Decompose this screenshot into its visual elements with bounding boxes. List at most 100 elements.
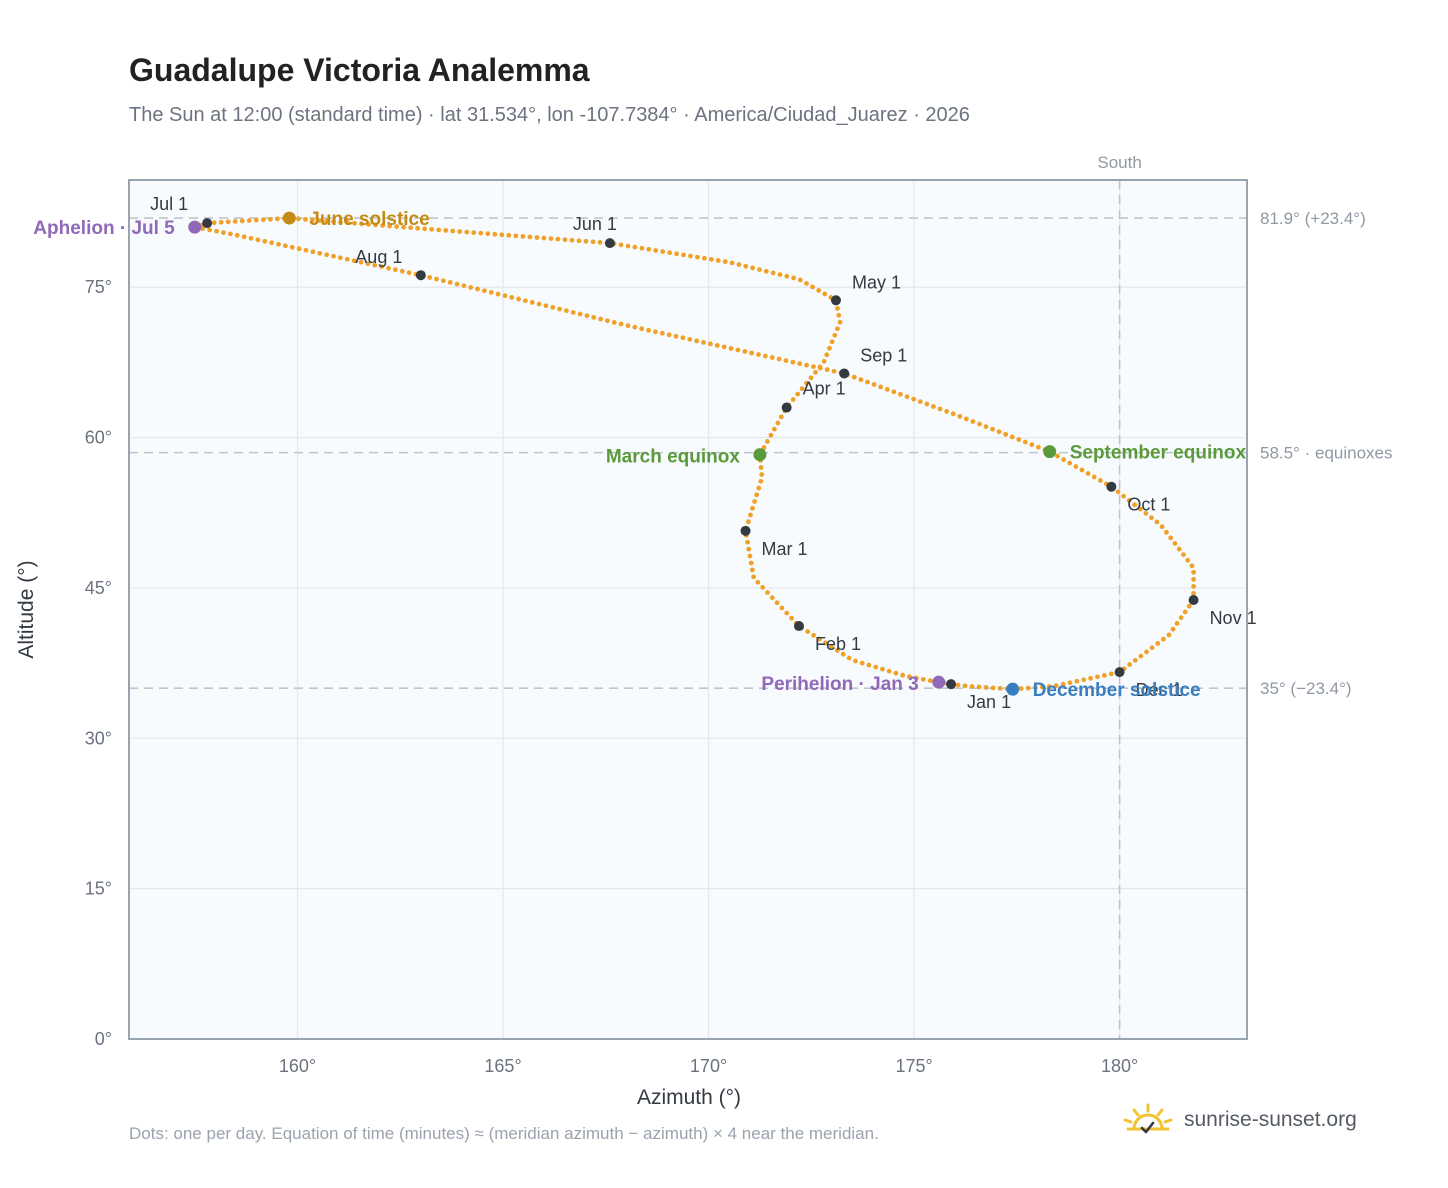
daily-dot (625, 323, 631, 329)
event-label: June solstice (309, 209, 429, 230)
daily-dot (957, 413, 963, 419)
daily-dot (303, 216, 308, 222)
y-tick-label: 15° (85, 879, 112, 899)
daily-dot (1016, 437, 1022, 442)
daily-dot (262, 238, 268, 244)
daily-dot (790, 359, 796, 365)
daily-dot (443, 228, 449, 233)
daily-dot (836, 312, 842, 318)
daily-dot (1159, 524, 1165, 530)
daily-dot (816, 288, 822, 293)
daily-dot (1143, 510, 1149, 516)
daily-dot (434, 276, 439, 282)
daily-dot (866, 662, 872, 668)
daily-dot (569, 237, 575, 243)
daily-dot (492, 231, 498, 237)
daily-dot (673, 333, 679, 339)
daily-dot (468, 284, 474, 290)
brand[interactable]: sunrise-sunset.org (1120, 1102, 1357, 1138)
daily-dot (835, 326, 840, 332)
daily-dot (976, 684, 982, 690)
daily-dot (618, 242, 624, 248)
daily-dot (576, 238, 582, 244)
daily-dot (506, 232, 512, 238)
daily-dot (775, 420, 781, 426)
daily-dot (983, 685, 989, 690)
y-tick-label: 0° (95, 1029, 112, 1049)
daily-dot (1032, 685, 1038, 690)
daily-dot (990, 685, 996, 691)
reference-line-label: 35° (−23.4°) (1260, 679, 1352, 698)
x-axis-label: Azimuth (°) (637, 1086, 741, 1109)
daily-dot (1185, 557, 1191, 563)
daily-dot (784, 610, 790, 616)
daily-dot (799, 386, 805, 392)
daily-dot (769, 355, 775, 360)
daily-dot (520, 234, 526, 239)
daily-dot (771, 426, 777, 432)
daily-dot (331, 253, 336, 259)
daily-dot (808, 375, 814, 381)
event-marker (1043, 445, 1057, 459)
daily-dot (450, 228, 456, 234)
daily-dot (746, 546, 752, 552)
daily-dot (674, 251, 679, 257)
daily-dot (1079, 467, 1085, 473)
x-tick-label: 160° (279, 1056, 316, 1076)
daily-dot (255, 237, 261, 243)
daily-dot (963, 416, 969, 422)
daily-dot (536, 301, 542, 307)
daily-dot (1138, 653, 1144, 659)
month-marker (793, 621, 804, 632)
daily-dot (555, 236, 561, 242)
daily-dot (276, 241, 281, 247)
month-marker (1106, 481, 1117, 492)
daily-dot (770, 270, 776, 276)
daily-dot (1191, 584, 1196, 589)
daily-dot (527, 234, 533, 240)
daily-dot (768, 432, 774, 438)
daily-dot (529, 299, 535, 305)
daily-dot (778, 414, 784, 420)
daily-dot (351, 258, 357, 264)
y-tick-label: 60° (85, 428, 112, 448)
daily-dot (797, 277, 803, 283)
daily-dot (950, 411, 956, 417)
daily-dot (824, 367, 830, 373)
daily-dot (440, 278, 446, 284)
month-label: May 1 (852, 272, 901, 292)
daily-dot (750, 265, 756, 271)
daily-dot (1149, 515, 1154, 521)
daily-dot (659, 330, 665, 336)
daily-dot (722, 259, 728, 264)
daily-dot (880, 666, 885, 672)
plot-area (129, 180, 1247, 1039)
daily-dot (475, 286, 480, 292)
daily-dot (748, 560, 754, 566)
daily-dot (749, 567, 755, 573)
plot-frame (128, 179, 1248, 1040)
daily-dot (917, 399, 923, 405)
daily-dot (1126, 498, 1132, 503)
daily-dot (590, 239, 596, 245)
daily-dot (324, 252, 330, 258)
daily-dot (1189, 563, 1195, 569)
daily-dot (754, 492, 760, 498)
daily-dot (1067, 460, 1073, 466)
daily-dot (597, 239, 603, 245)
daily-dot (749, 350, 755, 356)
daily-dot (762, 353, 768, 359)
daily-dot (478, 230, 484, 236)
daily-dot (488, 289, 494, 295)
daily-dot (584, 313, 590, 319)
daily-dot (871, 382, 877, 387)
daily-dot (1095, 674, 1100, 680)
daily-dot (997, 685, 1003, 691)
daily-dot (1144, 649, 1149, 655)
daily-dot (406, 270, 412, 276)
chart-subtitle: The Sun at 12:00 (standard time) · lat 3… (129, 104, 970, 126)
daily-dot (701, 339, 706, 345)
x-tick-label: 180° (1101, 1056, 1138, 1076)
daily-dot (817, 365, 823, 371)
daily-dot (1115, 489, 1121, 495)
